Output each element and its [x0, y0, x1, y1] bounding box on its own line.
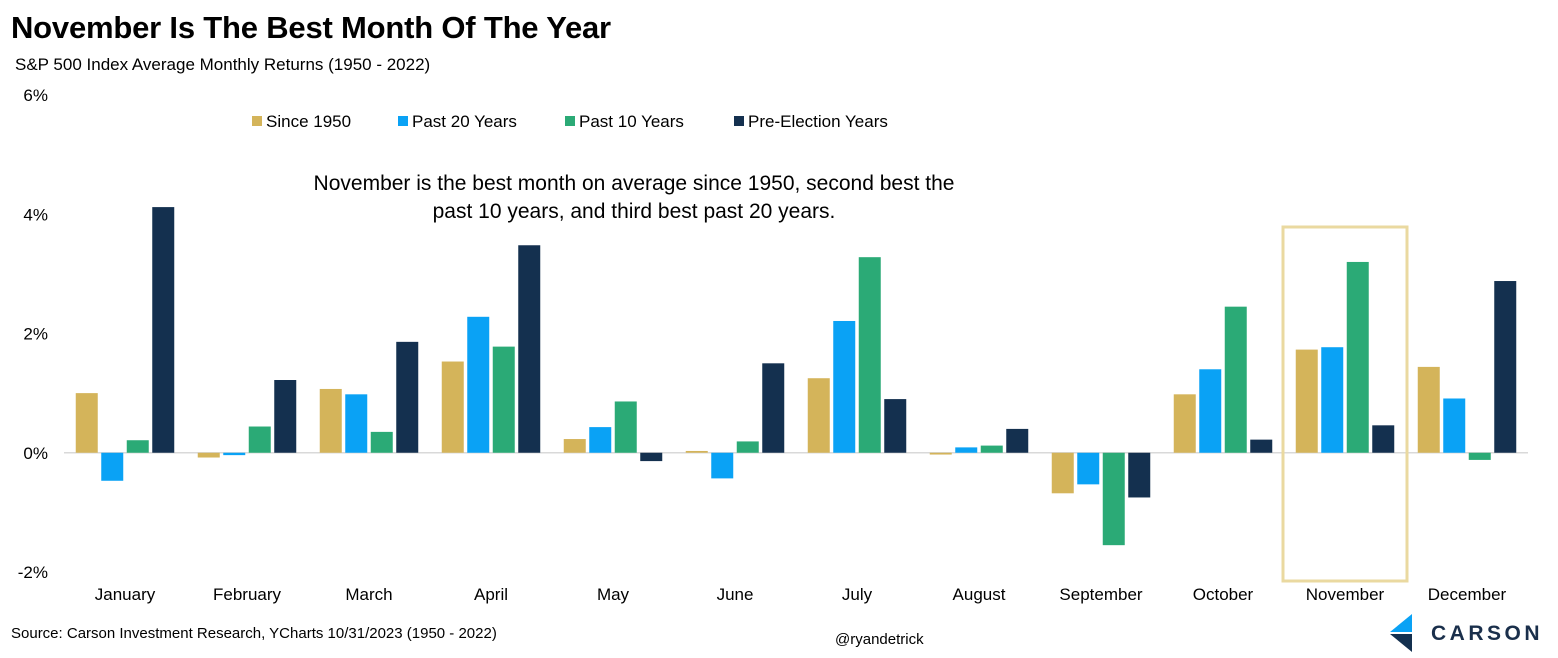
- bar-february-past-10-years: [248, 426, 271, 453]
- chart-title: November Is The Best Month Of The Year: [11, 10, 611, 45]
- brand-name: CARSON: [1431, 622, 1544, 645]
- bar-june-since-1950: [685, 450, 708, 453]
- bar-october-past-10-years: [1224, 306, 1247, 453]
- bar-may-past-20-years: [589, 427, 612, 453]
- category-label-may: May: [597, 585, 630, 604]
- category-label-march: March: [345, 585, 392, 604]
- bar-april-past-10-years: [492, 346, 515, 453]
- bar-june-pre-election-years: [762, 363, 785, 453]
- bars-group: [75, 207, 1517, 546]
- bar-february-since-1950: [197, 452, 220, 458]
- bar-october-past-20-years: [1199, 369, 1222, 453]
- bar-march-past-20-years: [345, 394, 368, 453]
- bar-july-past-10-years: [858, 257, 881, 453]
- category-label-april: April: [474, 585, 508, 604]
- bar-june-past-20-years: [711, 452, 734, 479]
- bar-august-since-1950: [929, 452, 952, 455]
- bar-december-past-20-years: [1443, 398, 1466, 453]
- category-labels: January February March April May June July Augu…: [95, 585, 1507, 604]
- bar-july-past-20-years: [833, 320, 856, 453]
- legend-swatch-past-10-years: [565, 116, 575, 126]
- bar-february-pre-election-years: [274, 380, 297, 453]
- bar-september-since-1950: [1051, 452, 1074, 494]
- annotation-line-2: past 10 years, and third best past 20 ye…: [433, 200, 836, 223]
- bar-october-pre-election-years: [1250, 439, 1273, 453]
- category-label-september: September: [1059, 585, 1142, 604]
- bar-april-since-1950: [441, 361, 464, 453]
- bar-december-past-10-years: [1468, 452, 1491, 460]
- bar-november-pre-election-years: [1372, 425, 1395, 453]
- bar-november-past-10-years: [1346, 261, 1369, 453]
- bar-april-past-20-years: [467, 316, 490, 453]
- y-tick-label: -2%: [18, 563, 48, 582]
- bar-july-since-1950: [807, 378, 830, 453]
- bar-september-pre-election-years: [1128, 452, 1151, 498]
- bar-january-past-20-years: [101, 452, 124, 481]
- category-label-october: October: [1193, 585, 1254, 604]
- y-axis-ticks: 6% 4% 2% 0% -2%: [18, 86, 48, 582]
- legend-swatch-past-20-years: [398, 116, 408, 126]
- bar-july-pre-election-years: [884, 399, 907, 453]
- bar-may-since-1950: [563, 439, 586, 453]
- bar-november-since-1950: [1295, 349, 1318, 453]
- annotation-line-1: November is the best month on average si…: [314, 172, 955, 195]
- bar-march-past-10-years: [370, 431, 393, 453]
- y-tick-label: 0%: [23, 444, 48, 463]
- legend-label-past-20-years: Past 20 Years: [412, 112, 517, 131]
- bar-october-since-1950: [1173, 394, 1196, 453]
- bar-september-past-20-years: [1077, 452, 1100, 485]
- bar-august-pre-election-years: [1006, 428, 1029, 453]
- y-tick-label: 6%: [23, 86, 48, 105]
- legend-label-pre-election-years: Pre-Election Years: [748, 112, 888, 131]
- chart-subtitle: S&P 500 Index Average Monthly Returns (1…: [15, 55, 431, 74]
- y-tick-label: 4%: [23, 205, 48, 224]
- category-label-july: July: [842, 585, 873, 604]
- legend: Since 1950 Past 20 Years Past 10 Years Pre-…: [252, 112, 888, 131]
- y-tick-label: 2%: [23, 325, 48, 344]
- category-label-january: January: [95, 585, 156, 604]
- carson-brand: CARSON: [1386, 612, 1556, 654]
- legend-label-past-10-years: Past 10 Years: [579, 112, 684, 131]
- bar-january-pre-election-years: [152, 207, 175, 453]
- bar-january-past-10-years: [126, 440, 149, 453]
- category-label-february: February: [213, 585, 282, 604]
- bar-may-pre-election-years: [640, 452, 663, 462]
- bar-august-past-10-years: [980, 445, 1003, 453]
- carson-chevron-logo-icon: [1390, 614, 1412, 652]
- bar-april-pre-election-years: [518, 245, 541, 453]
- bar-february-past-20-years: [223, 452, 246, 456]
- bar-november-past-20-years: [1321, 347, 1344, 453]
- bar-chart: 6% 4% 2% 0% -2% January February March April May…: [18, 86, 1528, 604]
- source-note: Source: Carson Investment Research, YCha…: [11, 625, 497, 642]
- bar-december-since-1950: [1417, 366, 1440, 453]
- category-label-november: November: [1306, 585, 1385, 604]
- author-handle: @ryandetrick: [835, 631, 924, 648]
- category-label-december: December: [1428, 585, 1507, 604]
- bar-december-pre-election-years: [1494, 281, 1517, 453]
- legend-swatch-pre-election-years: [734, 116, 744, 126]
- legend-label-since-1950: Since 1950: [266, 112, 351, 131]
- legend-swatch-since-1950: [252, 116, 262, 126]
- november-highlight-box: [1281, 225, 1409, 583]
- bar-september-past-10-years: [1102, 452, 1125, 546]
- bar-may-past-10-years: [614, 401, 637, 453]
- bar-january-since-1950: [75, 393, 98, 453]
- category-label-june: June: [717, 585, 754, 604]
- bar-august-past-20-years: [955, 447, 978, 453]
- category-label-august: August: [953, 585, 1006, 604]
- bar-june-past-10-years: [736, 441, 759, 453]
- bar-march-since-1950: [319, 388, 342, 453]
- bar-march-pre-election-years: [396, 341, 419, 453]
